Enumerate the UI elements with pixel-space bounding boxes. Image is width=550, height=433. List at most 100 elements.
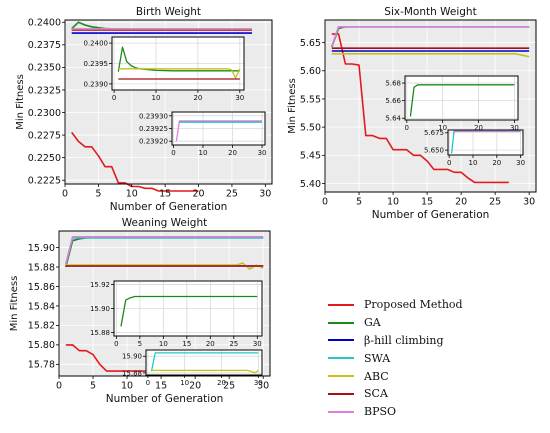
series-line-bpso	[175, 120, 262, 142]
panel-sixmonth-inset2: 0 10 20 30 5.650 5.675	[424, 129, 525, 167]
x-tick-label: 0	[62, 189, 68, 200]
y-tick-label: 5.675	[424, 129, 444, 137]
y-tick-label: 15.92	[90, 281, 110, 289]
y-tick-label: 0.23920	[139, 138, 168, 146]
x-tick-label: 20	[455, 197, 467, 208]
x-tick-label: 20	[228, 149, 237, 157]
x-tick-label: 5	[356, 197, 362, 208]
y-tick-label: 15.82	[28, 321, 55, 332]
y-tick-label: 5.45	[300, 151, 321, 162]
legend-label-proposed: Proposed Method	[364, 298, 463, 312]
y-tick-label: 0.2400	[28, 18, 61, 29]
y-tick-label: 0.2350	[28, 63, 61, 74]
plot-border	[447, 129, 524, 156]
x-tick-label: 10	[152, 94, 161, 102]
x-tick-label: 25	[489, 197, 501, 208]
x-tick-label: 10	[180, 379, 189, 387]
legend-label-swa: SWA	[364, 351, 391, 365]
y-tick-label: 15.90	[90, 305, 110, 313]
x-tick-label: 5	[90, 381, 96, 392]
plot-border	[58, 230, 271, 377]
x-tick-label: 0	[56, 381, 62, 392]
legend-item-sca: SCA	[328, 385, 538, 403]
x-tick-label: 30	[253, 340, 262, 348]
y-axis-label: Min Fitness	[9, 276, 20, 332]
y-tick-label: 0.2225	[28, 176, 61, 187]
y-tick-label: 5.55	[300, 94, 321, 105]
legend-item-ga: GA	[328, 314, 538, 332]
y-tick-label: 0.2325	[28, 85, 61, 96]
plot-border	[145, 349, 263, 376]
x-tick-label: 20	[189, 381, 201, 392]
x-tick-label: 30	[523, 197, 535, 208]
plot-border	[64, 19, 273, 185]
legend-swatch-swa	[328, 357, 354, 360]
series-line-ga	[120, 295, 258, 327]
y-tick-label: 5.40	[300, 179, 321, 190]
y-tick-label: 15.90	[28, 243, 55, 254]
chart-title: Six-Month Weight	[384, 6, 476, 18]
y-tick-label: 5.50	[300, 122, 321, 133]
x-tick-label: 25	[226, 189, 238, 200]
x-tick-label: 30	[235, 94, 244, 102]
plot-border	[404, 75, 519, 121]
x-tick-label: 20	[492, 159, 501, 167]
y-tick-label: 15.88	[28, 262, 55, 273]
legend-item-proposed: Proposed Method	[328, 296, 538, 314]
x-tick-label: 20	[474, 124, 483, 132]
x-tick-label: 15	[155, 381, 167, 392]
series-line-proposed	[331, 33, 509, 184]
series-line-swa	[150, 352, 259, 372]
x-axis-label: Number of Generation	[110, 201, 228, 213]
legend-item-abc: ABC	[328, 367, 538, 385]
x-tick-label: 10	[469, 159, 478, 167]
y-tick-label: 15.88	[122, 369, 142, 377]
x-tick-label: 10	[199, 149, 208, 157]
x-tick-label: 0	[171, 149, 175, 157]
series-line-proposed	[65, 344, 148, 372]
y-tick-label: 15.80	[28, 340, 55, 351]
legend-label-bhill: β-hill climbing	[364, 333, 444, 347]
y-tick-label: 0.2375	[28, 40, 61, 51]
y-tick-label: 15.88	[90, 329, 110, 337]
x-tick-label: 10	[438, 124, 447, 132]
x-tick-label: 5	[138, 340, 142, 348]
x-tick-label: 15	[182, 340, 191, 348]
y-tick-label: 0.23925	[139, 125, 168, 133]
series-line-proposed	[71, 131, 199, 192]
legend-swatch-proposed	[328, 303, 354, 306]
series-line-abc	[331, 52, 530, 58]
x-tick-label: 30	[257, 381, 269, 392]
x-tick-label: 25	[229, 340, 238, 348]
y-tick-label: 0.23930	[139, 112, 168, 120]
panel-sixmonth-inset1: 0 10 20 30 5.64 5.66 5.68	[385, 75, 519, 132]
x-axis-label: Number of Generation	[372, 209, 490, 221]
panel-weaning-inset2: 0 10 20 30 15.88 15.90	[122, 349, 263, 387]
panel-birth-inset1: 0 10 20 30 0.2390 0.2395 0.2400	[84, 36, 245, 102]
x-tick-label: 0	[114, 340, 118, 348]
legend-label-bpso: BPSO	[364, 405, 397, 419]
y-tick-label: 5.64	[385, 115, 401, 123]
y-tick-label: 5.60	[300, 66, 321, 77]
legend-item-bhill: β-hill climbing	[328, 332, 538, 350]
series-line-ga	[409, 84, 515, 117]
series-line-abc	[151, 369, 259, 374]
y-tick-label: 15.86	[28, 282, 55, 293]
x-tick-label: 0	[146, 379, 150, 387]
y-tick-label: 0.2300	[28, 108, 61, 119]
plot-area-sixmonth-inset2	[447, 129, 524, 156]
y-tick-label: 0.2395	[84, 60, 109, 68]
x-tick-label: 0	[112, 94, 116, 102]
x-tick-label: 20	[193, 189, 205, 200]
x-tick-label: 30	[258, 149, 267, 157]
x-tick-label: 20	[217, 379, 226, 387]
x-tick-label: 5	[95, 189, 101, 200]
x-tick-label: 0	[405, 124, 409, 132]
panel-weaning-inset1: 0 5 10 15 20 25 30 15.88 15.90 15.92	[90, 280, 263, 348]
plot-area-sixmonth-inset1	[404, 75, 519, 121]
legend-swatch-bpso	[328, 410, 354, 413]
x-axis-label: Number of Generation	[106, 393, 224, 405]
legend: Proposed Method GA β-hill climbing SWA A…	[328, 296, 538, 421]
x-tick-label: 10	[159, 340, 168, 348]
y-tick-label: 15.78	[28, 360, 55, 371]
